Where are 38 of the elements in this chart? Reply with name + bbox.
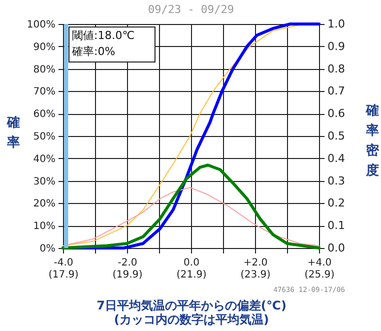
y2-tick-label: 0.2 xyxy=(328,196,345,210)
x2-tick-label: (23.9) xyxy=(240,270,271,280)
y-tick-label: 0% xyxy=(40,244,56,254)
x-tick-label: +2.0 xyxy=(243,258,268,268)
y2-tick-label: 1.0 xyxy=(328,18,345,30)
annotation: 閾値:18.0℃ xyxy=(72,29,135,42)
y-tick-label: 90% xyxy=(33,42,56,53)
y-tick-label: 80% xyxy=(33,64,56,76)
y2-axis-title: 確率密度 xyxy=(365,104,380,178)
x-tick-label: -4.0 xyxy=(54,258,74,268)
y-tick-label: 30% xyxy=(33,176,56,188)
annotation: 確率:0% xyxy=(71,45,116,58)
y2-tick-label: 0.9 xyxy=(328,40,345,53)
y2-tick-label: 0.6 xyxy=(328,107,345,120)
y2-tick-label: 0.4 xyxy=(328,152,345,165)
y-tick-label: 60% xyxy=(33,109,56,120)
y2-tick-label: 0.3 xyxy=(328,174,345,188)
y-tick-label: 10% xyxy=(33,221,56,232)
x-tick-label: 0.0 xyxy=(184,258,200,268)
x2-tick-label: (21.9) xyxy=(176,270,207,280)
y-tick-label: 50% xyxy=(33,132,56,142)
y-tick-label: 40% xyxy=(33,154,56,165)
y2-tick-label: 0.5 xyxy=(328,130,345,142)
y2-tick-label: 0.0 xyxy=(328,242,345,254)
y-tick-label: 70% xyxy=(33,86,56,98)
y2-tick-label: 0.7 xyxy=(328,84,345,98)
y-tick-label: 20% xyxy=(33,198,56,210)
x2-tick-label: (17.9) xyxy=(48,270,79,280)
y2-tick-label: 0.1 xyxy=(328,219,345,232)
y2-tick-label: 0.8 xyxy=(328,62,345,76)
x-axis-title: 7日平均気温の平年からの偏差(℃) (カッコ内の数字は平均気温) xyxy=(96,298,286,326)
x2-tick-label: (19.9) xyxy=(112,270,143,280)
y-tick-label: 100% xyxy=(26,20,56,30)
x-tick-label: -2.0 xyxy=(118,258,138,268)
chart-title: 09/23 - 09/29 xyxy=(148,3,234,16)
x-tick-label: +4.0 xyxy=(307,258,332,268)
x2-tick-label: (25.9) xyxy=(304,270,335,280)
y-axis-title: 確率 xyxy=(6,116,20,150)
